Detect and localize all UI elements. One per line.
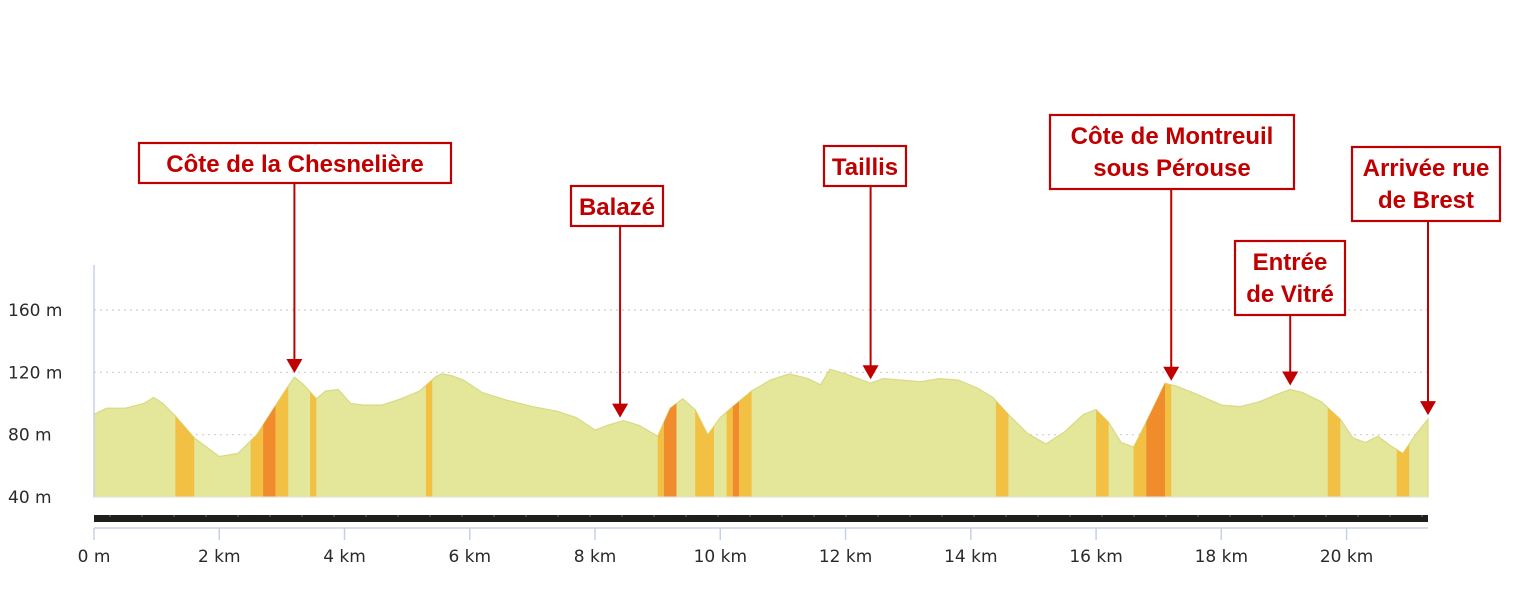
- annotation-label: Balazé: [579, 194, 655, 221]
- y-tick-label: 120 m: [8, 363, 62, 383]
- annotation-box: [569, 184, 665, 228]
- x-tick-label: 20 km: [1320, 547, 1373, 567]
- x-tick-label: 4 km: [323, 547, 366, 567]
- x-tick-label: 18 km: [1195, 547, 1248, 567]
- annotation-label: Arrivée rue: [1363, 155, 1490, 182]
- route-bar: [94, 515, 1428, 522]
- x-tick-label: 6 km: [448, 547, 491, 567]
- x-tick-label: 14 km: [944, 547, 997, 567]
- gradient-band: [275, 386, 289, 497]
- annotation-arrowhead: [612, 403, 629, 418]
- x-tick-label: 2 km: [198, 547, 241, 567]
- elevation-area: [93, 368, 1429, 498]
- y-tick-labels: 40 m 80 m 120 m 160 m: [8, 301, 62, 508]
- annotation-box: [1350, 145, 1502, 223]
- y-tick-label: 40 m: [8, 488, 52, 508]
- gradient-band: [175, 416, 195, 497]
- x-tick-labels: 0 m 2 km 4 km 6 km 8 km 10 km 12 km 14 km 16 km 1…: [78, 528, 1373, 567]
- annotation-box: [137, 141, 453, 185]
- gradient-band: [1165, 383, 1172, 497]
- gradient-band: [995, 400, 1009, 497]
- gradient-band: [726, 406, 733, 497]
- gradient-band: [263, 405, 276, 497]
- annotation-label: Taillis: [832, 154, 898, 181]
- annotation: Côte de Montreuil sous Pérouse: [1048, 113, 1296, 381]
- axes: [93, 265, 1428, 529]
- x-tick-label: 8 km: [574, 547, 617, 567]
- gradient-band: [425, 379, 433, 497]
- gradient-band: [657, 422, 664, 497]
- gradient-band: [1146, 383, 1165, 497]
- x-tick-label: 0 m: [78, 547, 111, 567]
- y-tick-label: 80 m: [8, 426, 52, 446]
- annotation: Balazé: [569, 184, 665, 418]
- annotation-arrowhead: [1282, 371, 1299, 386]
- gradient-band: [250, 424, 264, 497]
- gradient-band: [695, 409, 714, 497]
- gradient-band: [1396, 444, 1410, 497]
- annotations: Côte de la Chesnelière Balazé Taillis Côte …: [137, 113, 1502, 418]
- annotation-arrowhead: [286, 359, 303, 374]
- gradient-band: [1133, 422, 1147, 497]
- annotation-box: [822, 144, 908, 188]
- x-tick-label: 12 km: [819, 547, 872, 567]
- annotation: Taillis: [822, 144, 908, 380]
- annotation-label: de Vitré: [1246, 281, 1334, 308]
- annotation-box: [1233, 239, 1347, 317]
- y-tick-label: 160 m: [8, 301, 62, 321]
- annotation: Côte de la Chesnelière: [137, 141, 453, 374]
- annotation-arrowhead: [1420, 401, 1436, 416]
- annotation-label: sous Pérouse: [1093, 155, 1250, 182]
- gradient-band: [663, 403, 677, 497]
- x-tick-label: 10 km: [694, 547, 747, 567]
- gradient-band: [732, 401, 740, 497]
- annotation-label: Entrée: [1253, 249, 1328, 276]
- annotation: Arrivée rue de Brest: [1350, 145, 1502, 416]
- annotation-arrowhead: [1163, 366, 1180, 381]
- gradient-bands: [175, 379, 1410, 497]
- annotation-label: Côte de la Chesnelière: [166, 151, 423, 178]
- annotation-arrowhead: [862, 365, 879, 380]
- gradient-band: [1327, 407, 1341, 497]
- annotation: Entrée de Vitré: [1233, 239, 1347, 386]
- gradient-band: [1096, 409, 1109, 497]
- gradient-band: [310, 391, 317, 497]
- annotation-label: de Brest: [1378, 187, 1474, 214]
- x-tick-label: 16 km: [1069, 547, 1122, 567]
- annotation-label: Côte de Montreuil: [1071, 123, 1274, 150]
- gradient-band: [739, 391, 752, 497]
- elevation-fill: [93, 368, 1429, 498]
